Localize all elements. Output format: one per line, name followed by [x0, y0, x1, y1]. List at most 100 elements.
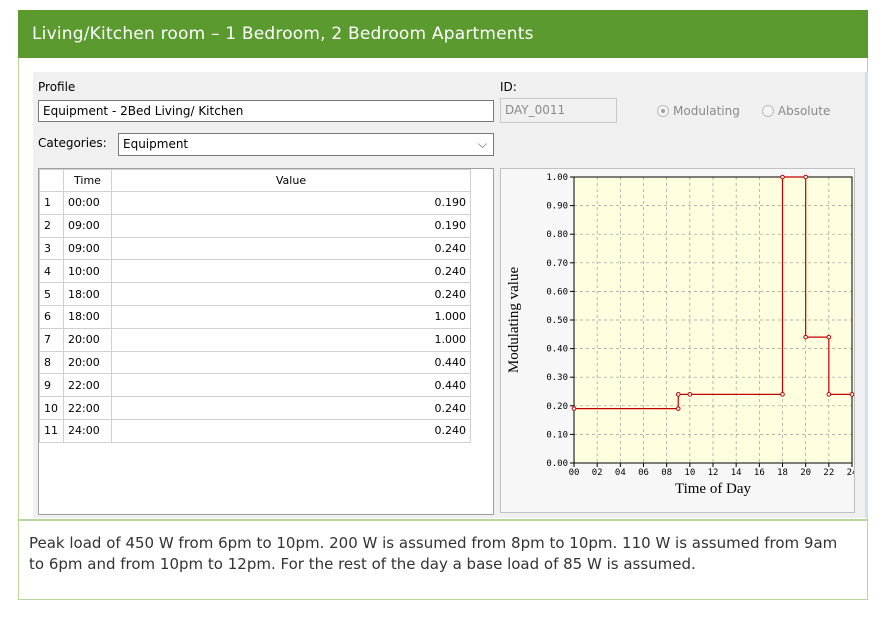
id-input: DAY_0011 [500, 98, 617, 123]
data-point [571, 406, 577, 411]
value-cell: 1.000 [111, 327, 471, 352]
x-tick-label: 16 [754, 468, 765, 478]
y-tick-label: 0.00 [546, 459, 568, 469]
data-point [803, 174, 808, 180]
row-index: 6 [39, 304, 64, 329]
header-title: Living/Kitchen room – 1 Bedroom, 2 Bedro… [32, 24, 534, 44]
description-text: Peak load of 450 W from 6pm to 10pm. 200… [29, 534, 838, 573]
y-axis-label: Modulating value [506, 267, 522, 374]
table-grid: Time Value 1 00:00 0.190 2 09:00 0.190 3 09:00 0.2… [39, 169, 471, 443]
y-tick-label: 0.60 [546, 287, 568, 297]
radio-option[interactable]: Absolute [761, 104, 830, 118]
table-row: 7 20:00 1.000 [39, 327, 471, 352]
y-tick-label: 0.40 [546, 345, 568, 355]
y-tick-label: 1.00 [546, 173, 568, 183]
row-index: 7 [39, 327, 64, 352]
value-cell: 1.000 [111, 304, 471, 329]
index-header [39, 169, 64, 192]
time-cell: 22:00 [63, 396, 112, 420]
profile-input[interactable]: Equipment - 2Bed Living/ Kitchen [38, 100, 494, 122]
chart-panel: 0.00 0.10 0.20 0.30 0.40 0.50 0.60 0.70 0.80 0.90… [500, 168, 855, 513]
row-index: 10 [39, 396, 64, 420]
row-index: 1 [39, 191, 64, 215]
table-row: 9 22:00 0.440 [39, 373, 471, 398]
data-point [780, 392, 785, 397]
row-index: 3 [39, 236, 64, 261]
chart: 0.00 0.10 0.20 0.30 0.40 0.50 0.60 0.70 0.80 0.90… [506, 173, 854, 497]
radio-label: Modulating [673, 104, 740, 118]
radio-group: Modulating Absolute [657, 104, 830, 118]
table-row: 5 18:00 0.240 [39, 282, 471, 306]
table-row: 8 20:00 0.440 [39, 350, 471, 375]
table-row: 11 24:00 0.240 [39, 418, 471, 443]
time-cell: 24:00 [63, 418, 112, 443]
header-row: Time Value [39, 169, 471, 192]
table-row: 4 10:00 0.240 [39, 259, 471, 284]
x-tick-label: 20 [800, 468, 811, 478]
time-header: Time [63, 169, 112, 192]
data-point [826, 334, 832, 340]
time-cell: 18:00 [63, 304, 112, 329]
time-cell: 09:00 [63, 236, 112, 261]
data-point [849, 392, 854, 397]
data-point [803, 334, 808, 340]
radio-dot [657, 105, 669, 117]
row-index: 11 [39, 418, 64, 443]
x-tick-label: 04 [615, 468, 626, 478]
data-point [675, 392, 681, 397]
y-tick-label: 0.50 [546, 316, 568, 326]
header-bar: Living/Kitchen room – 1 Bedroom, 2 Bedro… [18, 10, 868, 58]
x-tick-label: 12 [708, 468, 719, 478]
x-tick-label: 02 [592, 468, 603, 478]
x-tick-label: 18 [777, 468, 788, 478]
value-cell: 0.190 [111, 213, 471, 238]
time-cell: 20:00 [63, 350, 112, 375]
value-header: Value [111, 169, 471, 192]
category-dropdown[interactable]: Equipment ⌵ [118, 133, 494, 156]
id-label: ID: [500, 80, 517, 94]
profile-label: Profile [38, 80, 76, 94]
value-cell: 0.240 [111, 236, 471, 261]
time-cell: 00:00 [63, 191, 112, 215]
time-cell: 22:00 [63, 373, 112, 398]
x-axis-label: Time of Day [675, 481, 752, 497]
y-tick-label: 0.80 [546, 230, 568, 240]
description-box: Peak load of 450 W from 6pm to 10pm. 200… [18, 520, 868, 600]
value-cell: 0.240 [111, 282, 471, 306]
x-tick-label: 10 [684, 468, 695, 478]
row-index: 5 [39, 282, 64, 306]
time-cell: 20:00 [63, 327, 112, 352]
table-row: 3 09:00 0.240 [39, 236, 471, 261]
x-tick-label: 22 [823, 468, 834, 478]
time-cell: 09:00 [63, 213, 112, 238]
table-row: 10 22:00 0.240 [39, 396, 471, 420]
x-tick-label: 06 [638, 468, 649, 478]
value-cell: 0.240 [111, 418, 471, 443]
x-tick-label: 00 [569, 468, 580, 478]
plot-frame [573, 176, 853, 464]
y-tick-label: 0.70 [546, 259, 568, 269]
data-point [780, 174, 785, 180]
y-tick-label: 0.90 [546, 202, 568, 212]
row-index: 8 [39, 350, 64, 375]
table-row: 6 18:00 1.000 [39, 304, 471, 329]
categories-label: Categories: [38, 136, 107, 150]
y-tick-label: 0.30 [546, 373, 568, 383]
schedule-table: Time Value 1 00:00 0.190 2 09:00 0.190 3 09:00 0.2… [38, 168, 494, 515]
row-index: 9 [39, 373, 64, 398]
value-cell: 0.440 [111, 350, 471, 375]
radio-option[interactable]: Modulating [657, 104, 740, 118]
data-point [826, 392, 832, 397]
x-tick-label: 14 [731, 468, 742, 478]
data-point [675, 406, 681, 411]
category-value: Equipment [123, 137, 189, 151]
row-index: 4 [39, 259, 64, 284]
table-row: 1 00:00 0.190 [39, 191, 471, 215]
x-tick-label: 08 [661, 468, 672, 478]
value-cell: 0.440 [111, 373, 471, 398]
dropdown-chevron: ⌵ [477, 137, 487, 151]
table-row: 2 09:00 0.190 [39, 213, 471, 238]
y-tick-label: 0.10 [546, 430, 568, 440]
y-tick-label: 0.20 [546, 402, 568, 412]
